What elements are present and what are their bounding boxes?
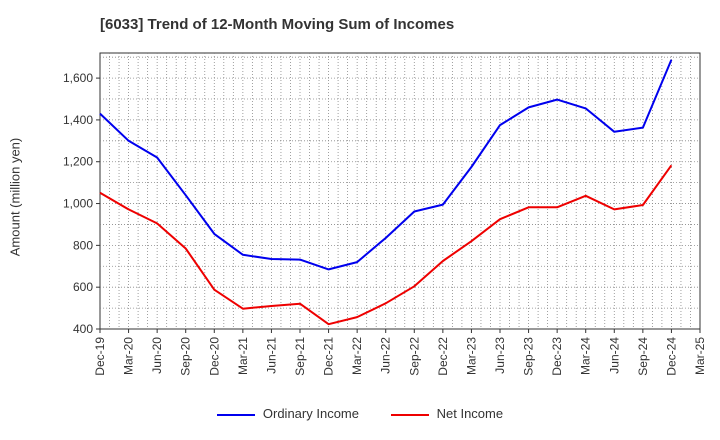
x-tick-label: Sep-23	[522, 337, 536, 376]
x-tick-label: Jun-23	[493, 337, 507, 374]
legend-item-net-income: Net Income	[390, 406, 504, 422]
x-tick-label: Mar-25	[693, 337, 707, 375]
legend-label-net-income: Net Income	[436, 406, 504, 422]
series-line-net-income	[99, 164, 673, 326]
x-tick-label: Jun-20	[150, 337, 164, 374]
x-tick-label: Mar-20	[122, 337, 136, 375]
x-tick-label: Sep-20	[179, 337, 193, 376]
x-tick-label: Mar-24	[579, 337, 593, 375]
x-tick-label: Sep-22	[407, 337, 421, 376]
y-axis-ticks: 400 600 800 1,000 1,200 1,400 1,600	[63, 71, 100, 336]
x-tick-label: Sep-21	[293, 337, 307, 376]
y-tick-label: 400	[73, 322, 93, 336]
x-axis-ticks: Dec-19 Mar-20 Jun-20 Sep-20 Dec-20 Mar-21 Jun-…	[93, 329, 707, 376]
chart-title: [6033] Trend of 12-Month Moving Sum of I…	[100, 16, 455, 33]
y-tick-label: 800	[73, 238, 93, 252]
x-tick-label: Sep-24	[636, 337, 650, 376]
y-tick-label: 1,200	[63, 155, 93, 169]
y-tick-label: 600	[73, 280, 93, 294]
x-tick-label: Mar-22	[350, 337, 364, 375]
horizontal-grid	[100, 56, 700, 309]
y-tick-label: 1,000	[63, 197, 93, 211]
x-tick-label: Jun-22	[379, 337, 393, 374]
plot-area	[99, 52, 701, 330]
series-lines	[99, 59, 673, 326]
legend-swatch-ordinary-income	[216, 413, 255, 416]
legend: Ordinary Income Net Income	[0, 405, 720, 421]
series-line-ordinary-income	[99, 59, 673, 271]
x-tick-label: Dec-20	[207, 337, 221, 376]
y-tick-label: 1,400	[63, 113, 93, 127]
x-tick-label: Dec-22	[436, 337, 450, 376]
x-tick-label: Dec-23	[550, 337, 564, 376]
legend-item-ordinary-income: Ordinary Income	[216, 406, 359, 422]
x-tick-label: Dec-19	[93, 337, 107, 376]
x-tick-label: Mar-23	[464, 337, 478, 375]
x-tick-label: Jun-24	[607, 337, 621, 374]
legend-label-ordinary-income: Ordinary Income	[262, 406, 359, 422]
x-tick-label: Dec-21	[322, 337, 336, 376]
x-tick-label: Mar-21	[236, 337, 250, 375]
x-tick-label: Jun-21	[264, 337, 278, 374]
y-tick-label: 1,600	[63, 71, 93, 85]
legend-swatch-net-income	[390, 413, 429, 416]
x-tick-label: Dec-24	[664, 337, 678, 376]
